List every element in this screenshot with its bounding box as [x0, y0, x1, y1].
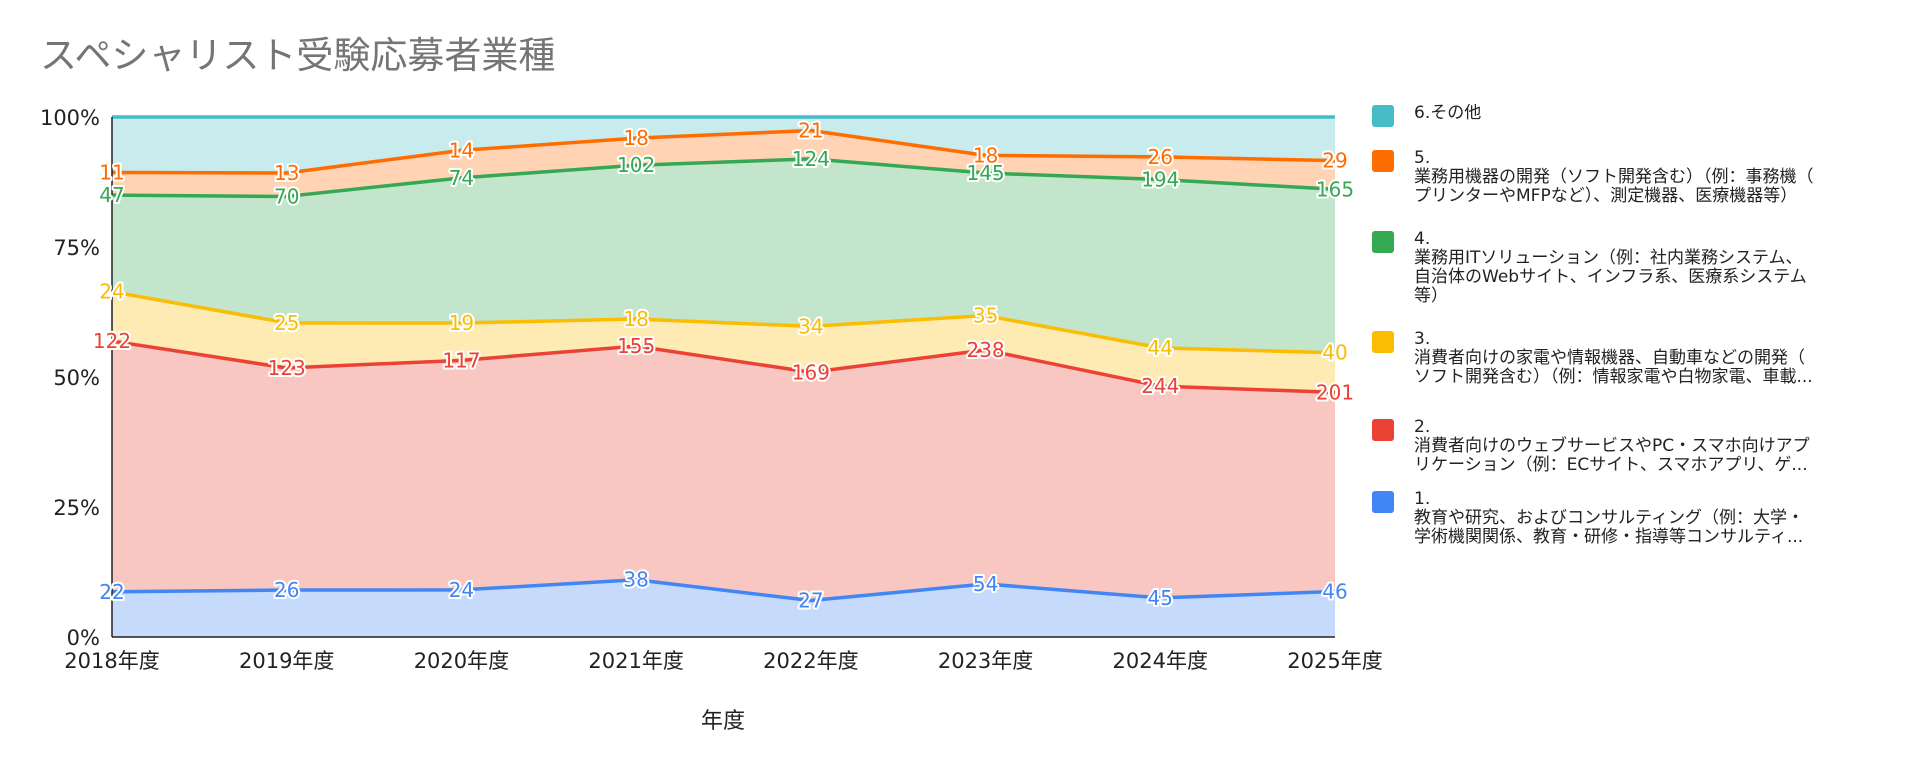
y-tick-label: 50% [53, 366, 100, 390]
data-labels: 22 26 24 38 27 54 45 46 122 123 117 155 169 238 244 201… [91, 117, 1356, 615]
data-label-s2: 244 [1141, 374, 1179, 398]
data-label-s3: 44 [1148, 336, 1173, 360]
data-label-s1: 46 [1322, 579, 1347, 603]
data-label-s1: 26 [274, 578, 299, 602]
line-s4 [111, 157, 1336, 199]
y-tick-label: 75% [53, 236, 100, 260]
data-label-s4: 74 [449, 166, 474, 190]
x-tick-label: 2021年度 [588, 649, 683, 673]
y-tick-label: 25% [53, 496, 100, 520]
data-label-s5: 14 [449, 138, 474, 162]
data-label-s4: 145 [966, 161, 1004, 185]
data-label-s1: 45 [1148, 586, 1173, 610]
data-label-s2: 201 [1316, 380, 1354, 404]
x-axis-title: 年度 [701, 709, 745, 734]
data-label-s4: 47 [99, 183, 124, 207]
legend-swatch [1372, 331, 1394, 353]
y-tick-label: 100% [40, 106, 100, 130]
data-label-s2: 155 [617, 334, 655, 358]
data-label-s3: 35 [973, 304, 998, 328]
legend-label: 6.その他 [1414, 104, 1482, 123]
data-label-s2: 123 [268, 356, 306, 380]
data-label-s5: 21 [798, 119, 823, 143]
data-label-s2: 169 [792, 360, 830, 384]
data-label-s2: 117 [442, 348, 480, 372]
line-s2 [111, 339, 1336, 395]
data-label-s4: 70 [274, 184, 299, 208]
area-s2 [112, 341, 1335, 601]
line-s1 [111, 577, 1336, 603]
x-tick-label: 2020年度 [414, 649, 509, 673]
data-label-s5: 26 [1148, 145, 1173, 169]
area-s5 [112, 130, 1335, 197]
legend-label: 5. 業務用機器の開発（ソフト開発含む）（例：事務機（ プリンターやMFPなど）… [1414, 149, 1814, 206]
data-label-s3: 24 [99, 280, 124, 304]
data-label-s3: 18 [623, 307, 648, 331]
legend-swatch [1372, 419, 1394, 441]
data-label-s1: 27 [798, 589, 823, 613]
data-label-s5: 29 [1322, 149, 1347, 173]
area-s4 [112, 158, 1335, 353]
legend-swatch [1372, 150, 1394, 172]
data-label-s1: 38 [623, 568, 648, 592]
area-fills [112, 117, 1335, 637]
axes: 0% 25% 50% 75% 100% 2018年度 2019年度 2020年度 2021年度 2… [40, 106, 1383, 673]
data-label-s4: 194 [1141, 168, 1179, 192]
area-s6 [112, 117, 1335, 173]
data-label-s5: 18 [623, 126, 648, 150]
data-label-s5: 18 [973, 143, 998, 167]
data-label-s5: 11 [99, 160, 124, 184]
line-s3 [111, 289, 1336, 355]
data-label-s5: 13 [274, 161, 299, 185]
data-label-s4: 124 [792, 147, 830, 171]
series-lines [111, 115, 1336, 603]
chart-title: スペシャリスト受験応募者業種 [40, 34, 555, 77]
area-s3 [112, 291, 1335, 393]
data-label-s1: 54 [973, 572, 998, 596]
legend-swatch [1372, 105, 1394, 127]
data-label-s3: 34 [798, 314, 823, 338]
legend-label: 2. 消費者向けのウェブサービスやPC・スマホ向けアプ リケーション（例：ECサ… [1414, 418, 1810, 475]
data-label-s3: 25 [274, 311, 299, 335]
data-label-s2: 122 [93, 329, 131, 353]
data-label-s1: 24 [449, 578, 474, 602]
legend-label: 1. 教育や研究、およびコンサルティング（例：大学・ 学術機関関係、教育・研修・… [1414, 490, 1804, 547]
legend-label: 4. 業務用ITソリューション（例：社内業務システム、 自治体のWebサイト、イ… [1414, 230, 1807, 306]
x-tick-label: 2022年度 [763, 649, 858, 673]
data-label-s3: 19 [449, 311, 474, 335]
y-tick-label: 0% [67, 626, 100, 650]
x-tick-label: 2023年度 [938, 649, 1033, 673]
data-label-s3: 40 [1322, 341, 1347, 365]
data-label-s4: 165 [1316, 177, 1354, 201]
x-tick-label: 2018年度 [64, 649, 159, 673]
legend-swatch [1372, 231, 1394, 253]
data-label-s4: 102 [617, 153, 655, 177]
data-label-s2: 238 [966, 338, 1004, 362]
legend-label: 3. 消費者向けの家電や情報機器、自動車などの開発（ ソフト開発含む）（例：情報… [1414, 330, 1813, 387]
legend-swatch [1372, 491, 1394, 513]
x-tick-label: 2024年度 [1113, 649, 1208, 673]
area-s1 [112, 579, 1335, 637]
line-s5 [111, 128, 1336, 175]
data-label-s1: 22 [99, 580, 124, 604]
x-tick-label: 2019年度 [239, 649, 334, 673]
x-tick-label: 2025年度 [1287, 649, 1382, 673]
